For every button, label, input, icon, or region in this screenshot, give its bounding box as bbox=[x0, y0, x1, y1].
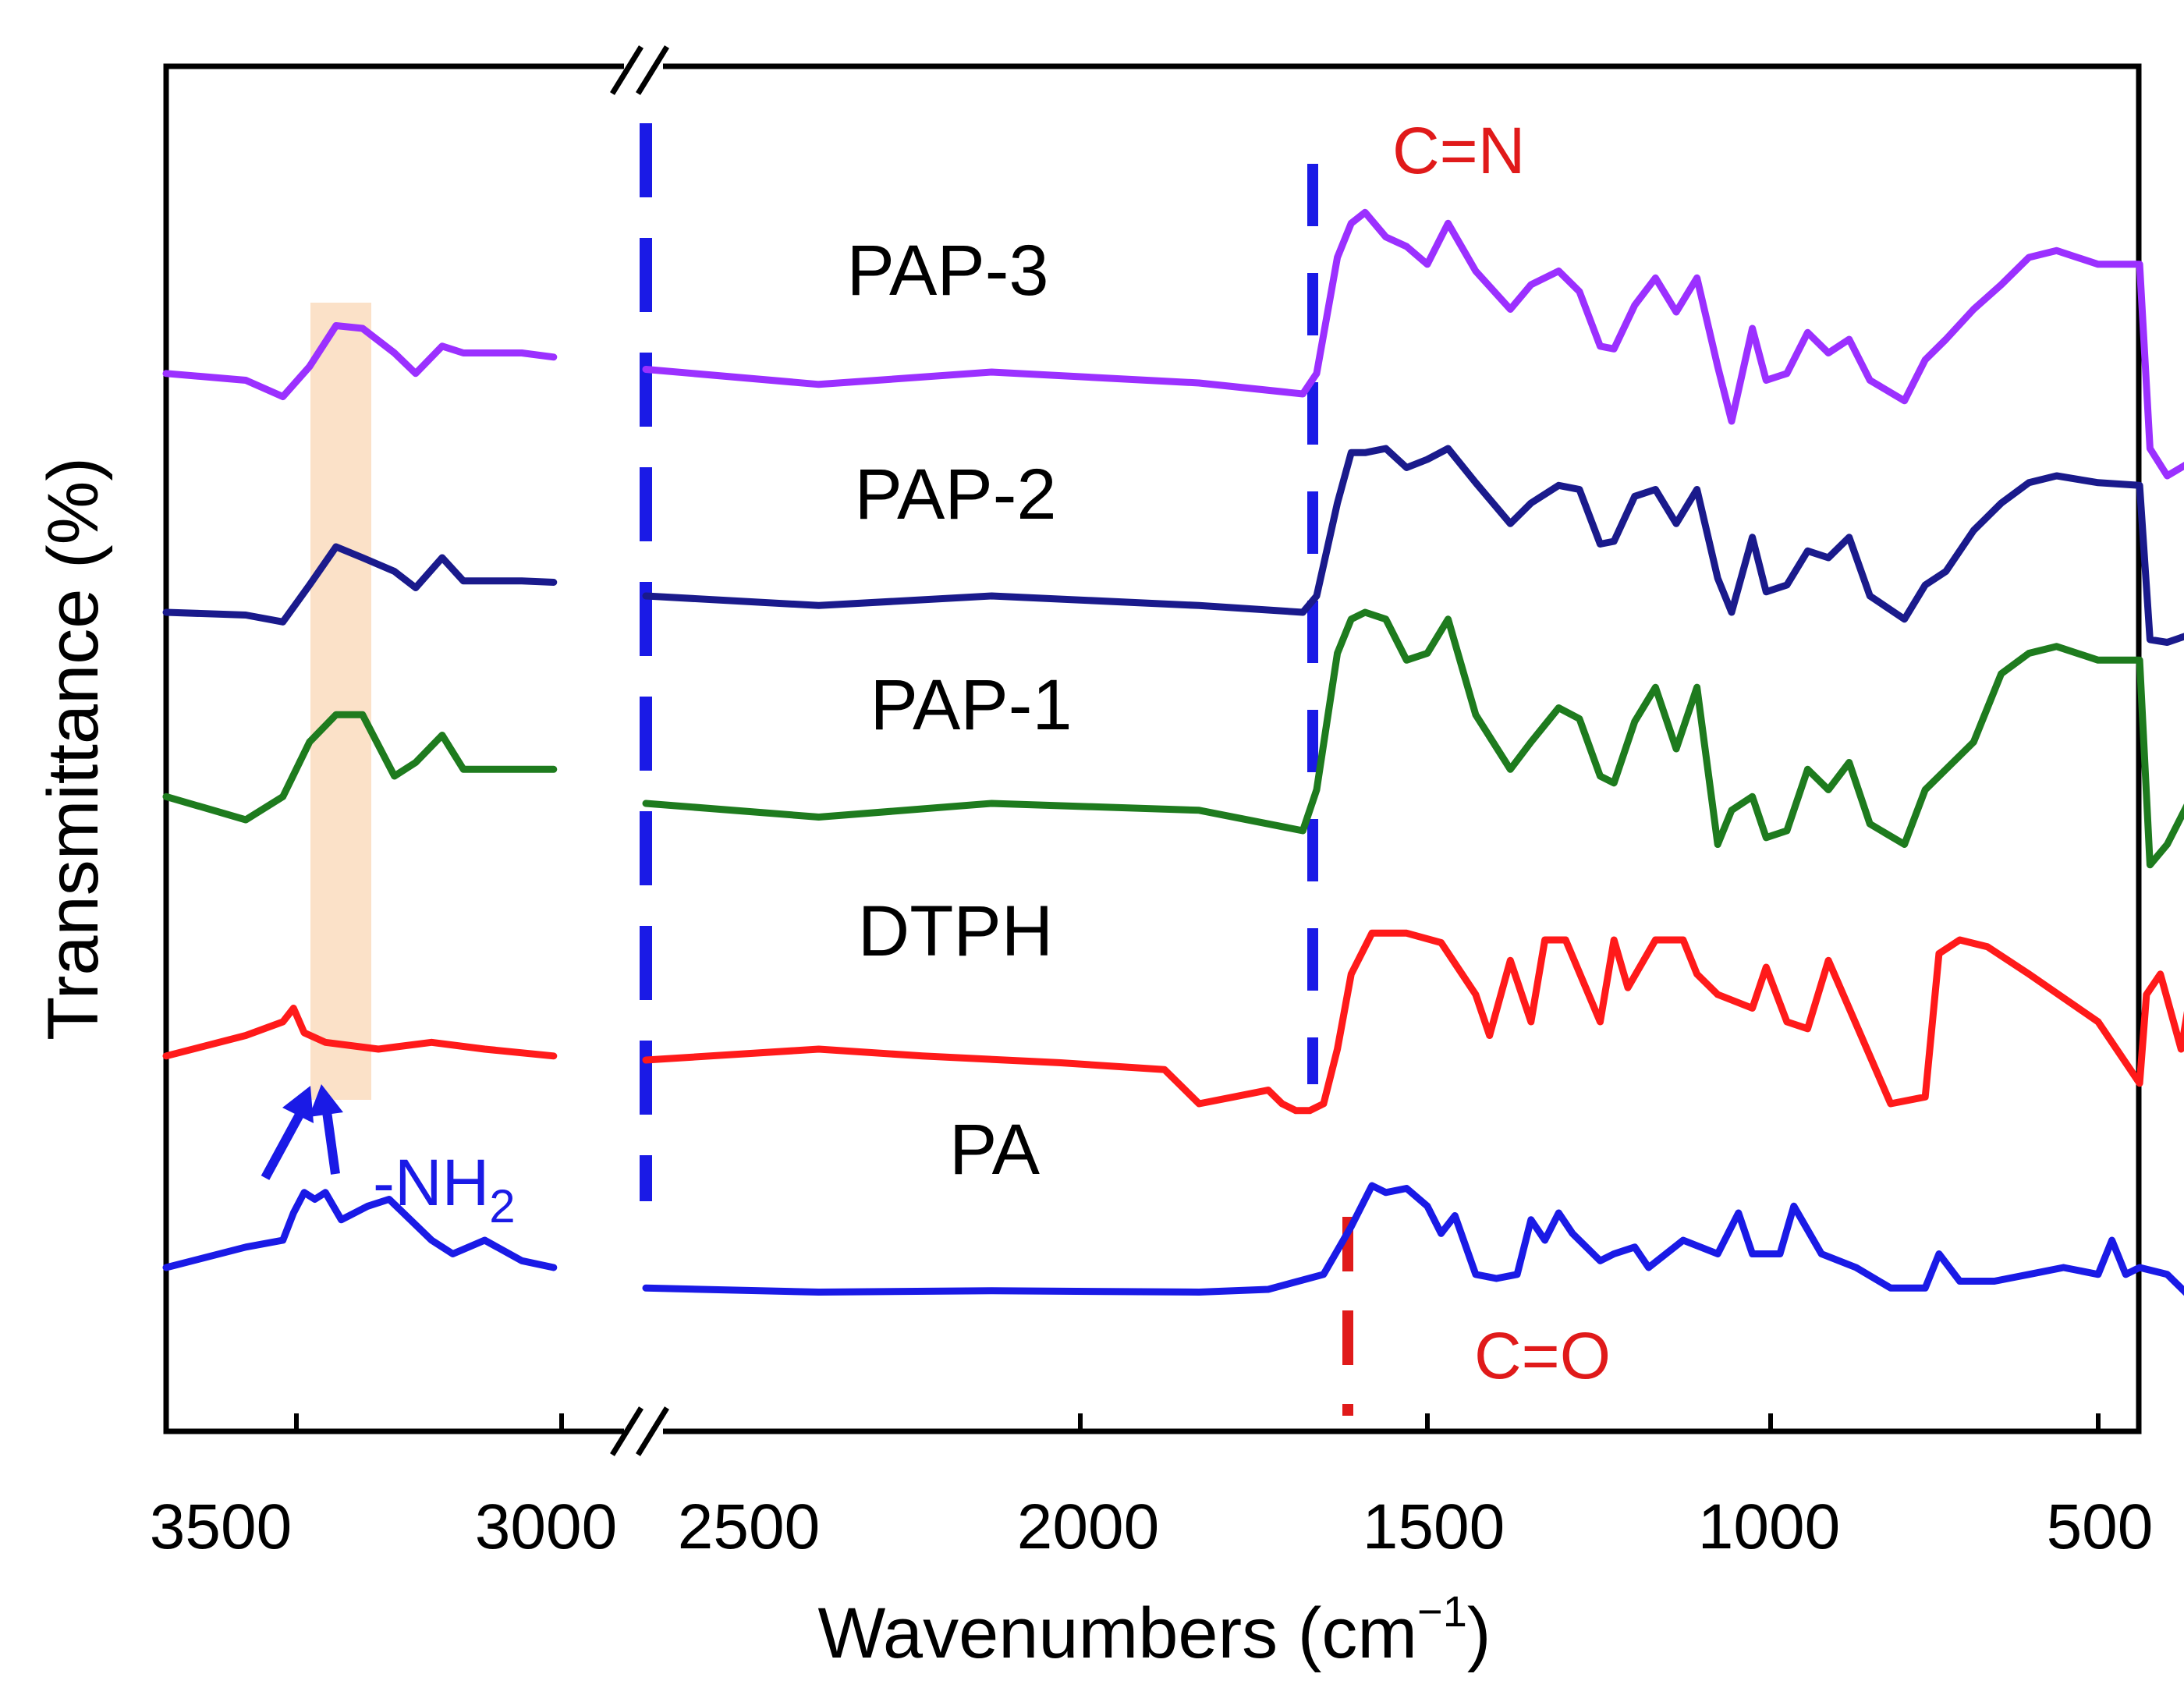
series-line-pa-left bbox=[162, 1189, 558, 1271]
annotation-cn: C=N bbox=[1392, 114, 1525, 187]
series-line-pa-right bbox=[642, 1182, 2184, 1296]
series-label-pap2: PAP-2 bbox=[854, 455, 1056, 534]
nh2-highlight-band bbox=[310, 303, 371, 1100]
series-line-pap-1-left bbox=[162, 711, 558, 824]
x-tick-label: 1000 bbox=[1698, 1491, 1840, 1562]
series-label-pap3: PAP-3 bbox=[846, 231, 1048, 310]
x-tick-label: 2000 bbox=[1017, 1491, 1159, 1562]
x-tick-label: 3000 bbox=[475, 1491, 617, 1562]
series-line-pap-3-left bbox=[162, 322, 558, 400]
nh2-arrow-right bbox=[309, 1084, 343, 1175]
x-tick-label: 1500 bbox=[1363, 1491, 1505, 1562]
series-label-pap1: PAP-1 bbox=[870, 665, 1072, 745]
x-tick-labels: 3500 3000 2500 2000 1500 1000 500 bbox=[150, 1491, 2154, 1562]
series-line-pap-2-right bbox=[642, 445, 2184, 646]
x-axis-title: Wavenumbers (cm−1) bbox=[817, 1587, 1491, 1673]
nh2-arrow-left bbox=[261, 1086, 314, 1180]
annotation-nh2: -NH2 bbox=[373, 1146, 516, 1232]
axis-break-mark-bottom bbox=[610, 1406, 669, 1456]
series-label-dtph: DTPH bbox=[858, 892, 1053, 971]
series-line-pap-1-right bbox=[642, 608, 2184, 869]
series-label-pa: PA bbox=[949, 1110, 1041, 1190]
plot-frame bbox=[163, 63, 2142, 1434]
series-line-pap-2-left bbox=[162, 543, 558, 626]
series-line-dtph-left bbox=[162, 1005, 558, 1060]
series-line-dtph-right bbox=[642, 929, 2184, 1115]
annotation-co: C=O bbox=[1474, 1319, 1611, 1392]
x-tick-label: 500 bbox=[2047, 1491, 2154, 1562]
x-tick-label: 2500 bbox=[678, 1491, 820, 1562]
series-lines bbox=[162, 208, 2184, 1296]
x-tick-label: 3500 bbox=[150, 1491, 292, 1562]
y-axis-title: Transmittance (%) bbox=[34, 457, 113, 1041]
axis-break-mark-top bbox=[610, 45, 669, 95]
x-axis-ticks bbox=[294, 1413, 2101, 1431]
series-line-pap-3-right bbox=[642, 208, 2184, 480]
